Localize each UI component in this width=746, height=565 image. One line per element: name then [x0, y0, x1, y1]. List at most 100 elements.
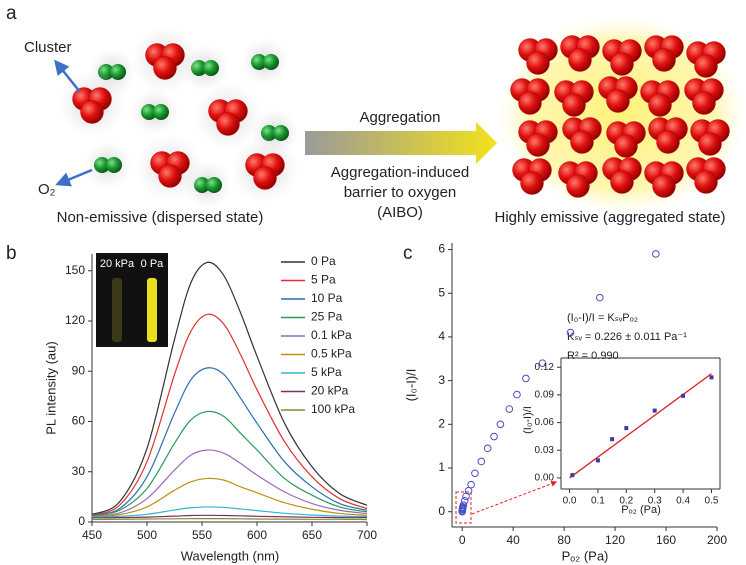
annotation: (I₀-I)/I = KₛᵥPₒ₂ [567, 312, 638, 324]
red-cluster [610, 52, 634, 76]
green-molecule [106, 157, 122, 173]
fit-line [569, 373, 712, 479]
data-point [709, 375, 714, 380]
green-molecule [153, 104, 169, 120]
legend-label: 0 Pa [311, 254, 336, 268]
data-point [460, 496, 469, 505]
data-point [513, 390, 521, 399]
data-point [538, 359, 547, 367]
aggregation-arrow [305, 122, 497, 164]
panel-label: a [6, 3, 17, 24]
x-tick-label: 200 [707, 533, 727, 547]
red-cluster [253, 166, 277, 190]
red-cluster [568, 48, 592, 72]
x-tick-label: 700 [357, 528, 377, 542]
data-point [467, 480, 475, 489]
left-caption: Non-emissive (dispersed state) [57, 209, 264, 226]
legend-label: 5 kPa [311, 365, 342, 379]
red-cluster [526, 51, 550, 75]
red-cluster [694, 170, 718, 194]
spectrum-line [91, 506, 368, 518]
y-tick-label: 2 [438, 416, 445, 430]
data-point [566, 328, 575, 337]
red-cluster [694, 54, 718, 78]
data-point [490, 432, 498, 441]
y-tick-label: 0.06 [535, 417, 555, 428]
red-cluster [606, 89, 630, 113]
x-axis-label: Pₒ₂ (Pa) [562, 548, 609, 563]
y-tick-label: 0.12 [535, 362, 555, 373]
arrow-caption: (AIBO) [377, 204, 423, 221]
arrow-caption: Aggregation-induced [331, 164, 469, 181]
data-point [652, 408, 657, 413]
data-point [570, 473, 575, 478]
spectrum-line [91, 410, 368, 517]
data-point [496, 420, 505, 429]
inset-x-label: Pₒ₂ (Pa) [621, 504, 661, 516]
red-cluster [216, 112, 240, 136]
x-tick-label: 0.4 [676, 496, 690, 507]
data-point [610, 437, 615, 442]
red-cluster [158, 164, 182, 188]
red-cluster [526, 133, 550, 157]
spectrum-line [91, 514, 368, 519]
x-axis-label: Wavelength (nm) [181, 548, 280, 563]
panel-label: c [403, 243, 413, 264]
green-molecule [94, 157, 110, 173]
red-cluster [648, 93, 672, 117]
x-tick-label: 550 [192, 528, 212, 542]
y-tick-label: 5 [438, 285, 445, 299]
pointer-arrow [55, 168, 93, 187]
y-axis-label: (I₀-I)/I [403, 369, 418, 402]
spectrum-line [91, 518, 368, 521]
x-tick-label: 0 [459, 533, 466, 547]
x-tick-label: 120 [605, 533, 625, 547]
data-point [483, 444, 492, 453]
legend-label: 5 Pa [311, 273, 336, 287]
annotation: Kₛᵥ = 0.226 ± 0.011 Pa⁻¹ [567, 331, 687, 343]
inset-y-label: (I₀-I)/I [522, 406, 534, 434]
data-point [464, 486, 473, 495]
emission-glow [498, 15, 746, 215]
data-point [652, 250, 660, 258]
y-tick-label: 0 [438, 504, 445, 518]
right-caption: Highly emissive (aggregated state) [495, 209, 726, 226]
arrow-label: Aggregation [360, 109, 441, 126]
red-cluster [698, 132, 722, 156]
red-cluster [570, 130, 594, 154]
data-point [595, 458, 600, 463]
x-tick-label: 160 [656, 533, 676, 547]
red-cluster [80, 100, 104, 124]
molecule-art [58, 15, 746, 215]
spectrum-line [91, 261, 368, 516]
y-tick-label: 90 [72, 363, 86, 377]
data-point [505, 405, 514, 413]
red-cluster [518, 91, 542, 115]
cluster-label: Cluster [24, 39, 72, 56]
photo-tube [112, 278, 122, 342]
green-molecule [251, 54, 267, 70]
legend-label: 20 kPa [311, 384, 349, 398]
y-tick-label: 0.03 [535, 445, 555, 456]
x-tick-label: 450 [82, 528, 102, 542]
x-tick-label: 0.3 [648, 496, 662, 507]
panel-label: b [6, 243, 17, 264]
legend-label: 100 kPa [311, 402, 355, 416]
photo-label: 20 kPa [100, 258, 135, 270]
y-tick-label: 3 [438, 373, 445, 387]
photo-label: 0 Pa [141, 258, 165, 270]
data-point [477, 457, 486, 466]
legend-label: 0.5 kPa [311, 347, 352, 361]
pointer-arrow [54, 59, 81, 93]
spectrum-line [91, 367, 368, 516]
x-tick-label: 80 [557, 533, 571, 547]
legend-label: 25 Pa [311, 310, 343, 324]
y-tick-label: 0 [78, 514, 85, 528]
x-tick-label: 650 [302, 528, 322, 542]
x-tick-label: 40 [506, 533, 520, 547]
red-cluster [153, 56, 177, 80]
x-tick-label: 0.5 [705, 496, 719, 507]
y-tick-label: 60 [72, 414, 86, 428]
red-cluster [652, 48, 676, 72]
